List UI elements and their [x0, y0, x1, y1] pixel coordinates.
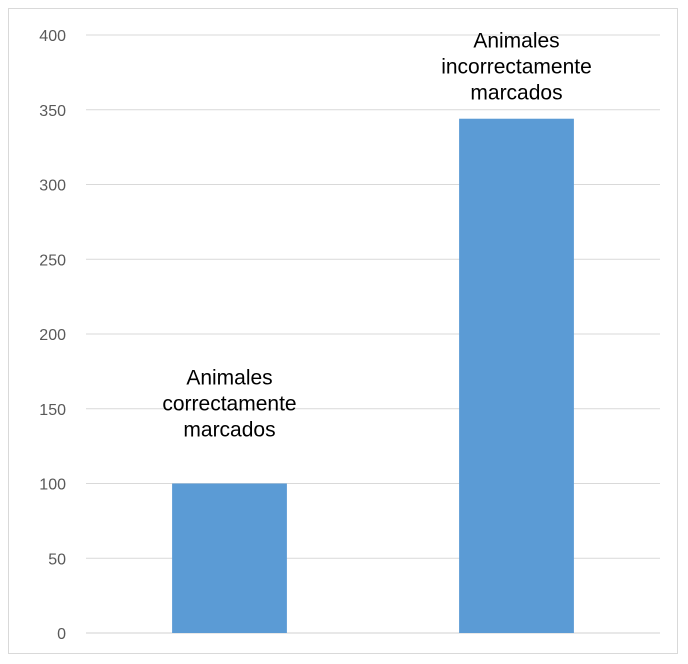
- y-tick-label: 50: [48, 551, 66, 568]
- y-tick-label: 100: [39, 477, 66, 494]
- data-labels: Animales correctamente marcados Animales inc…: [162, 30, 591, 442]
- data-label-line: incorrectamente: [441, 56, 592, 79]
- data-label-line: marcados: [183, 419, 275, 442]
- y-axis-ticks: 0 50 100 150 200 250 300 350 400: [39, 28, 66, 643]
- bars: [172, 118, 574, 634]
- data-label-line: Animales: [473, 30, 559, 53]
- bar-1: [172, 483, 287, 633]
- y-tick-label: 250: [39, 252, 66, 269]
- data-label-line: marcados: [470, 82, 562, 105]
- data-label-line: Animales: [186, 367, 272, 390]
- y-tick-label: 350: [39, 103, 66, 120]
- bar-2: [459, 118, 574, 634]
- y-tick-label: 300: [39, 178, 66, 195]
- y-tick-label: 150: [39, 402, 66, 419]
- y-tick-label: 400: [39, 28, 66, 45]
- y-tick-label: 0: [57, 626, 66, 643]
- data-label-line: correctamente: [162, 393, 296, 416]
- data-label-2: Animales incorrectamente marcados: [441, 30, 592, 105]
- data-label-1: Animales correctamente marcados: [162, 367, 296, 442]
- y-tick-label: 200: [39, 327, 66, 344]
